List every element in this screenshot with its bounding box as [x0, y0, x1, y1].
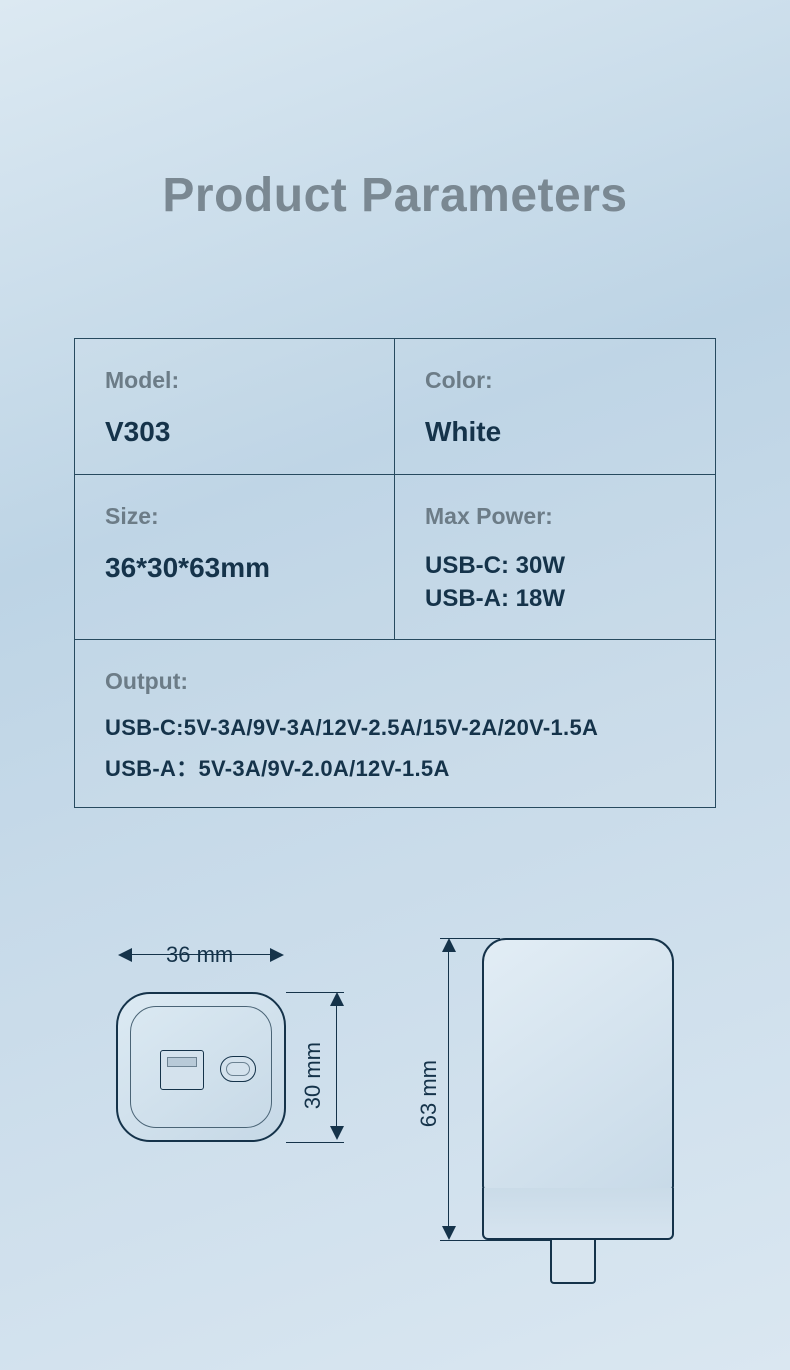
value-color: White	[425, 414, 685, 450]
usb-c-port-icon	[220, 1056, 256, 1082]
side-view: 63 mm	[410, 930, 730, 1310]
label-color: Color:	[425, 367, 685, 394]
charger-side-body	[482, 938, 674, 1192]
cell-output: Output: USB-C:5V-3A/9V-3A/12V-2.5A/15V-2…	[75, 640, 715, 807]
table-row: Output: USB-C:5V-3A/9V-3A/12V-2.5A/15V-2…	[75, 640, 715, 807]
value-output-usba: USB-A：5V-3A/9V-2.0A/12V-1.5A	[105, 751, 685, 783]
value-maxpower: USB-C: 30W USB-A: 18W	[425, 550, 685, 615]
cell-size: Size: 36*30*63mm	[75, 475, 395, 639]
arrow-down-icon	[442, 1226, 456, 1240]
dimension-line-depth	[448, 942, 449, 1238]
front-view: 36 mm 30 mm	[80, 930, 380, 1190]
dimension-height-label: 30 mm	[300, 1042, 326, 1109]
cell-color: Color: White	[395, 339, 715, 474]
value-model: V303	[105, 414, 364, 450]
dimension-line-height	[336, 996, 337, 1138]
arrow-up-icon	[442, 938, 456, 952]
cell-maxpower: Max Power: USB-C: 30W USB-A: 18W	[395, 475, 715, 639]
value-output-usbc: USB-C:5V-3A/9V-3A/12V-2.5A/15V-2A/20V-1.…	[105, 715, 685, 741]
value-maxpower-usba: USB-A: 18W	[425, 583, 685, 615]
charger-front-body	[116, 992, 286, 1142]
dimension-depth-label: 63 mm	[416, 1060, 442, 1127]
usb-a-port-icon	[160, 1050, 204, 1090]
extension-line	[286, 1142, 344, 1143]
label-output: Output:	[105, 668, 685, 695]
charger-side-base	[482, 1188, 674, 1240]
label-model: Model:	[105, 367, 364, 394]
dimension-diagrams: 36 mm 30 mm 63 mm	[0, 930, 790, 1360]
value-maxpower-usbc: USB-C: 30W	[425, 550, 685, 582]
dimension-width-label: 36 mm	[166, 942, 233, 968]
arrow-right-icon	[270, 948, 284, 962]
label-maxpower: Max Power:	[425, 503, 685, 530]
arrow-left-icon	[118, 948, 132, 962]
arrow-up-icon	[330, 992, 344, 1006]
page-title: Product Parameters	[0, 168, 790, 223]
table-row: Model: V303 Color: White	[75, 339, 715, 475]
parameters-table: Model: V303 Color: White Size: 36*30*63m…	[74, 338, 716, 808]
cell-model: Model: V303	[75, 339, 395, 474]
value-size: 36*30*63mm	[105, 550, 364, 586]
label-size: Size:	[105, 503, 364, 530]
arrow-down-icon	[330, 1126, 344, 1140]
table-row: Size: 36*30*63mm Max Power: USB-C: 30W U…	[75, 475, 715, 640]
charger-prong	[550, 1240, 596, 1284]
